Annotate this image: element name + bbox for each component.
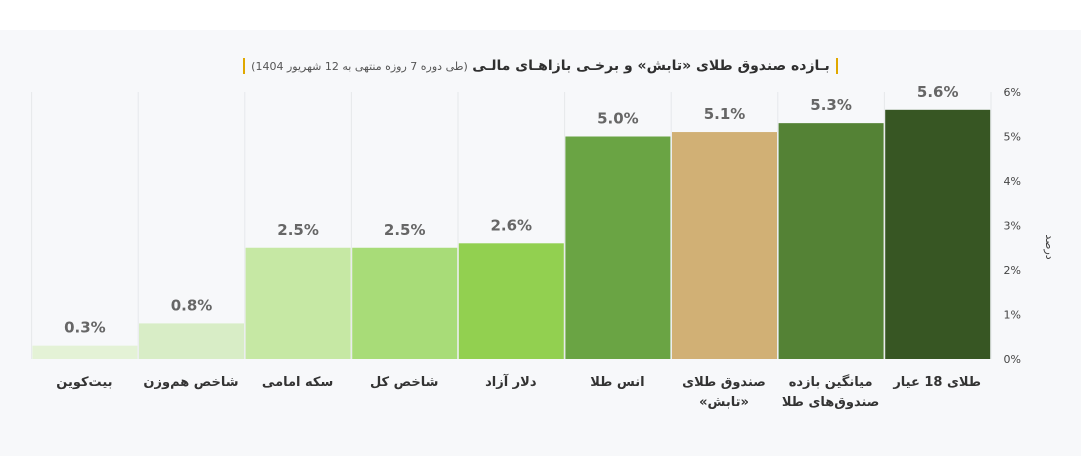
bar <box>565 136 671 359</box>
category-label: سکه امامی <box>261 375 334 390</box>
data-label: 5.3% <box>810 96 852 114</box>
y-tick-label: 4% <box>1004 175 1021 188</box>
bar <box>32 345 138 359</box>
chart-title: بـازده صندوق طلای «تابش» و برخـی بازاهـا… <box>0 58 1081 74</box>
category-label: انس طلا <box>590 375 645 390</box>
category-label: میانگین بازده صندوق‌های طلا <box>781 375 880 410</box>
category-label: صندوق طلای «تابش» <box>682 375 766 410</box>
title-subtitle: (طی دوره 7 روزه منتهی به 12 شهریور 1404) <box>251 60 468 73</box>
data-label: 5.0% <box>597 110 639 128</box>
data-label: 5.1% <box>704 105 746 123</box>
y-axis-label: درصد <box>1043 234 1056 259</box>
data-label: 5.6% <box>917 83 959 101</box>
category-label: شاخص کل <box>369 375 439 390</box>
bar <box>885 109 991 359</box>
data-label: 2.5% <box>384 221 426 239</box>
bar <box>672 132 777 359</box>
category-label: بیت‌کوین <box>56 375 113 390</box>
category-label: طلای 18 عیار <box>893 375 982 390</box>
title-accent-left <box>243 58 246 74</box>
title-accent-right <box>835 58 838 74</box>
y-tick-label: 0% <box>1004 353 1021 366</box>
y-tick-label: 6% <box>1004 86 1021 99</box>
y-tick-label: 2% <box>1004 264 1021 277</box>
data-label: 2.5% <box>277 221 319 239</box>
y-tick-label: 1% <box>1004 309 1021 322</box>
data-label: 2.6% <box>490 216 532 234</box>
title-main: بـازده صندوق طلای «تابش» و برخـی بازاهـا… <box>472 58 830 74</box>
data-label: 0.3% <box>64 319 106 337</box>
category-label: دلار آزاد <box>485 375 537 390</box>
y-tick-label: 3% <box>1004 220 1021 233</box>
bar <box>245 247 351 359</box>
category-label: شاخص هم‌وزن <box>143 375 239 390</box>
bar <box>352 247 458 359</box>
bar <box>778 123 884 360</box>
y-tick-label: 5% <box>1004 131 1021 144</box>
data-label: 0.8% <box>171 296 213 314</box>
bar <box>458 243 564 359</box>
bar <box>139 323 244 359</box>
